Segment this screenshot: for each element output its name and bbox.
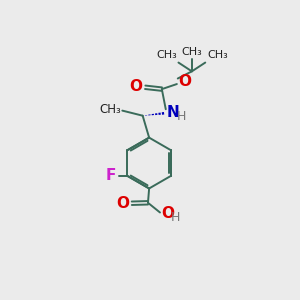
Text: CH₃: CH₃ <box>182 47 202 57</box>
Text: H: H <box>177 110 186 123</box>
Text: CH₃: CH₃ <box>156 50 177 60</box>
Text: N: N <box>166 105 179 120</box>
Text: F: F <box>105 168 116 183</box>
Text: O: O <box>162 206 175 221</box>
Text: O: O <box>129 79 142 94</box>
Text: O: O <box>116 196 129 211</box>
Text: O: O <box>178 74 191 88</box>
Text: H: H <box>170 211 180 224</box>
Text: CH₃: CH₃ <box>99 103 121 116</box>
Text: CH₃: CH₃ <box>207 50 228 60</box>
